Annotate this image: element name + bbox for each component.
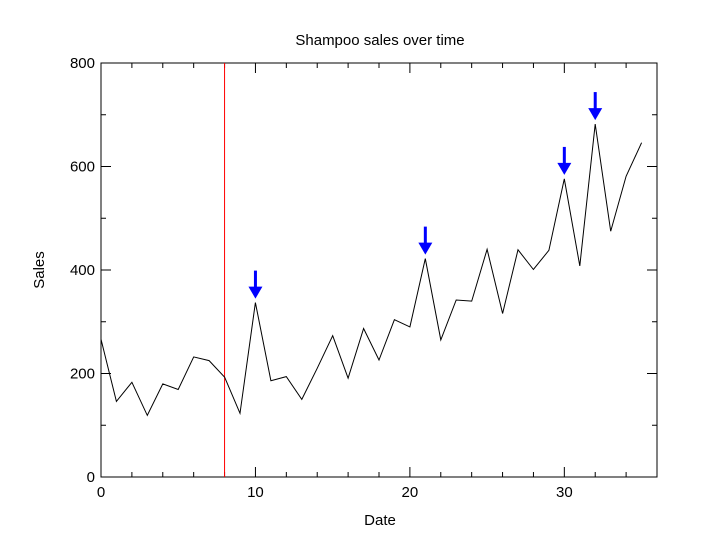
arrow-head	[248, 286, 263, 299]
chart-title: Shampoo sales over time	[295, 32, 464, 49]
axis-ticks	[100, 62, 658, 478]
y-tick-label: 0	[87, 469, 95, 486]
x-tick-label: 20	[402, 484, 419, 501]
y-tick-label: 600	[70, 159, 95, 176]
arrow-head	[588, 108, 603, 121]
y-axis-label: Sales	[31, 251, 48, 289]
arrow-head	[418, 242, 433, 255]
arrow-marker	[418, 226, 433, 255]
arrow-marker	[557, 146, 572, 175]
x-axis-label: Date	[364, 512, 396, 529]
arrow-marker	[248, 270, 263, 299]
x-tick-label: 10	[247, 484, 264, 501]
blue-arrows	[248, 92, 603, 299]
axis-tick-labels: 0 10 20 30 0 200 400 600 800	[70, 55, 573, 501]
plot-frame	[100, 62, 658, 478]
sales-series-line	[100, 124, 643, 417]
arrow-head	[557, 162, 572, 175]
y-tick-label: 400	[70, 262, 95, 279]
arrow-marker	[588, 92, 603, 121]
x-tick-label: 30	[556, 484, 573, 501]
y-tick-label: 200	[70, 366, 95, 383]
y-tick-label: 800	[70, 55, 95, 72]
x-tick-label: 0	[97, 484, 105, 501]
